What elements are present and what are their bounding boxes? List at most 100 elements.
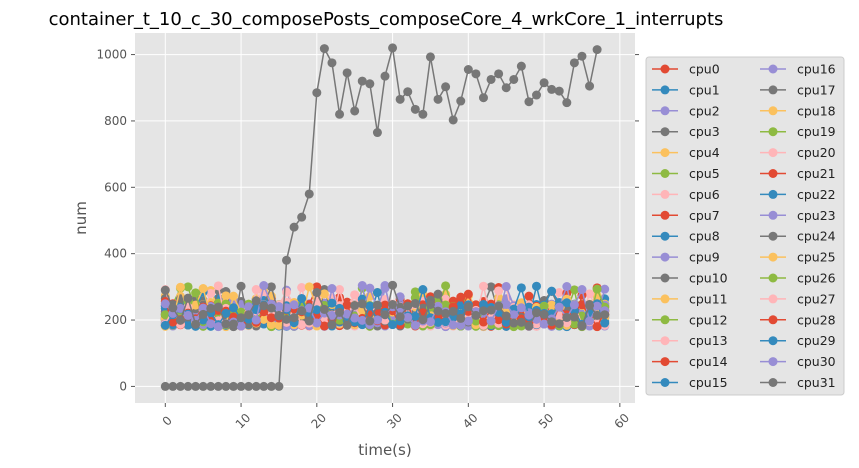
- data-point: [312, 318, 322, 328]
- legend-entry: cpu11: [652, 291, 728, 306]
- data-point: [410, 104, 420, 114]
- data-point: [372, 315, 382, 325]
- data-point: [342, 300, 352, 310]
- data-point: [562, 98, 572, 108]
- legend-marker: [768, 336, 778, 346]
- data-point: [463, 65, 473, 75]
- legend-entry: cpu9: [652, 250, 720, 265]
- data-point: [532, 281, 542, 291]
- data-point: [297, 283, 307, 293]
- data-point: [463, 289, 473, 299]
- data-point: [357, 299, 367, 309]
- x-tick-label: 40: [460, 411, 481, 432]
- legend-entry: cpu31: [760, 375, 836, 390]
- data-point: [539, 301, 549, 311]
- data-point: [569, 285, 579, 295]
- legend-entry: cpu27: [760, 291, 836, 306]
- legend-marker: [660, 127, 670, 137]
- data-point: [327, 298, 337, 308]
- data-point: [168, 303, 178, 313]
- legend-marker: [768, 231, 778, 241]
- legend-marker: [660, 64, 670, 74]
- data-point: [501, 299, 511, 309]
- data-point: [198, 303, 208, 313]
- data-point: [456, 320, 466, 330]
- data-point: [410, 320, 420, 330]
- legend-label: cpu10: [689, 271, 728, 286]
- data-point: [312, 305, 322, 315]
- legend-label: cpu11: [689, 291, 728, 306]
- legend-entry: cpu13: [652, 333, 728, 348]
- data-point: [175, 381, 185, 391]
- legend-entry: cpu1: [652, 82, 720, 97]
- data-point: [585, 289, 595, 299]
- data-point: [585, 300, 595, 310]
- data-point: [410, 298, 420, 308]
- data-point: [600, 284, 610, 294]
- data-point: [441, 82, 451, 92]
- data-point: [183, 282, 193, 292]
- data-point: [244, 381, 254, 391]
- y-axis-label: num: [72, 201, 90, 235]
- y-tick-label: 600: [104, 180, 127, 194]
- data-point: [357, 76, 367, 86]
- legend-entry: cpu5: [652, 166, 720, 181]
- y-tick-label: 0: [119, 379, 127, 393]
- data-point: [357, 315, 367, 325]
- data-point: [592, 301, 602, 311]
- legend-marker: [768, 106, 778, 116]
- data-point: [251, 285, 261, 295]
- data-point: [509, 74, 519, 84]
- data-point: [547, 317, 557, 327]
- data-point: [463, 302, 473, 312]
- data-point: [425, 52, 435, 62]
- data-point: [592, 284, 602, 294]
- data-point: [274, 302, 284, 312]
- plot-background: [135, 33, 635, 403]
- data-point: [160, 299, 170, 309]
- data-point: [236, 381, 246, 391]
- data-point: [577, 285, 587, 295]
- data-point: [441, 317, 451, 327]
- legend-marker: [768, 357, 778, 367]
- legend-entry: cpu17: [760, 82, 836, 97]
- data-point: [259, 381, 269, 391]
- legend-marker: [768, 127, 778, 137]
- data-point: [342, 309, 352, 319]
- data-point: [554, 86, 564, 96]
- legend-label: cpu6: [689, 187, 720, 202]
- data-point: [183, 310, 193, 320]
- data-point: [160, 381, 170, 391]
- data-point: [251, 381, 261, 391]
- legend-entry: cpu12: [652, 312, 728, 327]
- data-point: [388, 299, 398, 309]
- data-point: [600, 318, 610, 328]
- data-point: [350, 300, 360, 310]
- data-point: [365, 316, 375, 326]
- data-point: [547, 286, 557, 296]
- legend-marker: [660, 148, 670, 158]
- data-point: [501, 311, 511, 321]
- data-point: [516, 283, 526, 293]
- series-cpu31: [160, 285, 610, 331]
- legend-marker: [768, 294, 778, 304]
- data-point: [266, 282, 276, 292]
- chart-title: container_t_10_c_30_composePosts_compose…: [49, 9, 724, 30]
- legend-entry: cpu20: [760, 145, 836, 160]
- legend-label: cpu12: [689, 312, 728, 327]
- data-point: [183, 293, 193, 303]
- x-tick-label: 0: [160, 413, 175, 428]
- legend-label: cpu1: [689, 82, 720, 97]
- data-point: [577, 300, 587, 310]
- data-point: [228, 303, 238, 313]
- legend-label: cpu18: [797, 103, 836, 118]
- data-point: [494, 69, 504, 79]
- data-point: [319, 289, 329, 299]
- data-point: [206, 288, 216, 298]
- data-point: [532, 308, 542, 318]
- data-point: [554, 319, 564, 329]
- data-point: [509, 310, 519, 320]
- legend-marker: [660, 189, 670, 199]
- legend-entry: cpu30: [760, 354, 836, 369]
- data-point: [433, 289, 443, 299]
